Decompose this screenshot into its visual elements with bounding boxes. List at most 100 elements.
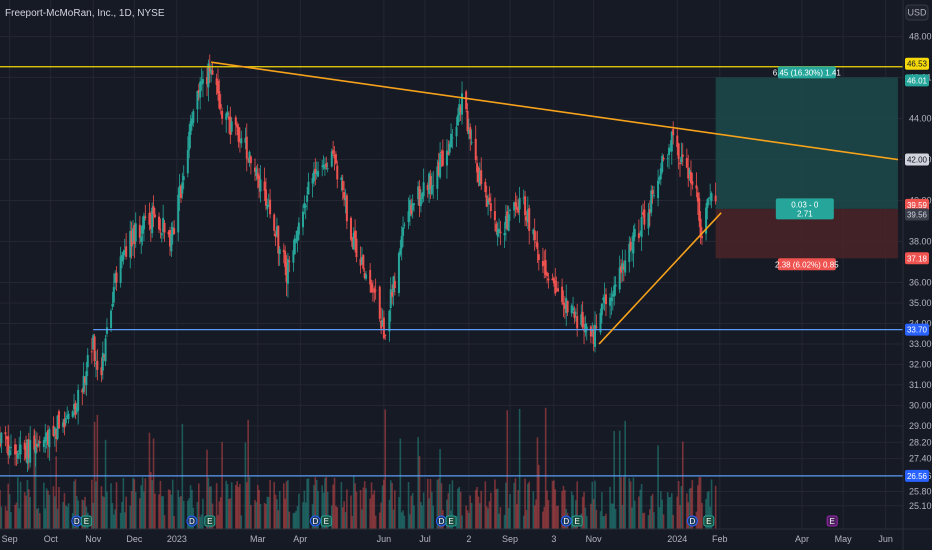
earnings-marker[interactable]: E [204, 515, 216, 527]
candle-body [245, 136, 248, 159]
x-tick-label: Apr [293, 534, 307, 544]
candle-body [244, 138, 247, 143]
volume-bar [23, 492, 26, 529]
volume-bar [669, 496, 672, 529]
candle-body [430, 185, 433, 195]
dividend-marker[interactable]: D [560, 515, 572, 527]
candle-body [668, 147, 671, 156]
candle-body [163, 222, 166, 233]
volume-bar [65, 505, 67, 529]
volume-bar [691, 479, 694, 529]
volume-bar [670, 493, 673, 529]
candle-body [284, 251, 287, 267]
candle-body [451, 137, 454, 139]
candle-body [441, 150, 444, 166]
volume-bar [583, 491, 585, 529]
candle-body [133, 225, 136, 244]
x-tick-label: Oct [44, 534, 59, 544]
candle-body [465, 91, 468, 110]
volume-bar [340, 482, 343, 529]
dividend-marker[interactable]: D [686, 515, 698, 527]
volume-bar [219, 497, 222, 529]
currency-badge[interactable]: USD [905, 4, 929, 21]
volume-bar [55, 456, 58, 529]
earnings-marker[interactable]: E [571, 515, 583, 527]
volume-bar [714, 485, 717, 529]
volume-bar [26, 480, 29, 529]
candle-body [581, 311, 584, 328]
dividend-marker[interactable]: D [435, 515, 447, 527]
volume-bar [351, 516, 354, 529]
dividend-marker[interactable]: D [309, 515, 321, 527]
candle-body [592, 329, 595, 344]
ascending-trendline[interactable] [598, 212, 722, 345]
volume-bar [325, 477, 328, 529]
volume-bar [274, 494, 277, 529]
dividend-marker[interactable]: D [71, 515, 83, 527]
earnings-marker[interactable]: E [445, 515, 457, 527]
earnings-marker[interactable]: E [826, 515, 838, 527]
candle-body [162, 217, 165, 233]
volume-bar [440, 483, 443, 529]
volume-bar [370, 482, 373, 529]
candle-body [341, 180, 344, 191]
volume-bar [536, 437, 539, 529]
earnings-marker[interactable]: E [320, 515, 332, 527]
candle-body [160, 233, 163, 235]
candle-body [123, 250, 126, 253]
candle-body [631, 249, 634, 251]
candle-body [274, 233, 277, 237]
volume-bar [532, 491, 535, 529]
candle-body [171, 227, 174, 236]
volume-bar [618, 430, 621, 529]
volume-bar [507, 508, 510, 529]
drawn-lines[interactable] [0, 61, 903, 477]
volume-bar [639, 489, 642, 529]
candle-body [360, 256, 363, 265]
earnings-marker[interactable]: E [703, 515, 715, 527]
volume-bar [553, 480, 555, 529]
candle-body [178, 186, 181, 198]
candle-body [27, 439, 30, 459]
candle-body [496, 229, 499, 237]
candle-body [340, 177, 343, 181]
candle-body [640, 217, 643, 238]
volume-bar [285, 481, 288, 529]
volume-bar [341, 507, 344, 529]
volume-bar [672, 514, 674, 529]
event-marker-text: E [706, 517, 711, 526]
descending-trendline[interactable] [211, 61, 899, 161]
candle-body [63, 419, 66, 428]
volume-bar [546, 490, 548, 529]
dividend-icon [560, 515, 572, 527]
candle-body [275, 226, 278, 237]
volume-bar [543, 506, 546, 529]
candle-body [349, 217, 352, 240]
earnings-marker[interactable]: E [80, 515, 92, 527]
candle-body [599, 312, 602, 333]
volume-bar [321, 485, 323, 529]
candle-body [659, 168, 662, 180]
candle-body [173, 228, 176, 235]
candle-body [506, 211, 509, 230]
volume-bar [154, 493, 156, 529]
volume-bar [690, 487, 692, 529]
volume-bar [499, 507, 502, 529]
time-axis[interactable]: Sep Oct Nov Dec 2023 Mar Apr Jun Jul 2 Sep 3 Nov 2024… [2, 534, 893, 544]
candle-body [551, 278, 554, 281]
price-tag-bg [905, 469, 929, 482]
candle-body [413, 203, 416, 205]
dividend-marker[interactable]: D [186, 515, 198, 527]
candle-body [211, 70, 214, 75]
candle-body [495, 223, 498, 232]
volume-bar [561, 491, 563, 529]
candle-body [389, 289, 392, 309]
volume-bar [623, 477, 625, 529]
volume-bar [298, 493, 300, 529]
volume-bar [677, 480, 680, 529]
candle-body [131, 228, 134, 242]
event-marker-text: E [830, 517, 835, 526]
candle-body [119, 256, 122, 284]
